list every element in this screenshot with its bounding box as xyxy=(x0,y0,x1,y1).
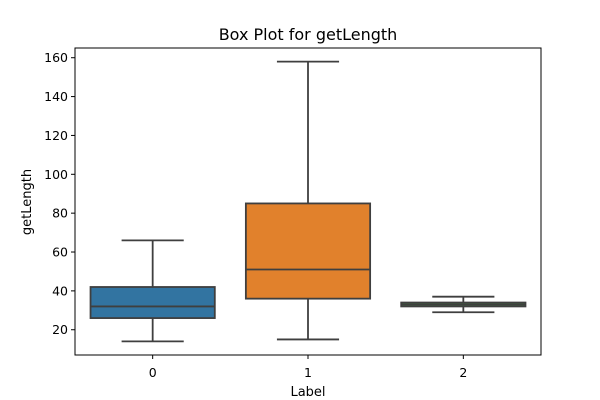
y-tick-label: 100 xyxy=(44,167,68,182)
iqr-box xyxy=(89,286,216,319)
y-tick-label: 120 xyxy=(44,128,68,143)
y-tick-label: 60 xyxy=(52,245,68,260)
iqr-box xyxy=(244,202,372,300)
x-axis-label: Label xyxy=(290,385,325,400)
x-tick-label: 1 xyxy=(304,365,312,380)
y-tick-label: 160 xyxy=(44,50,68,65)
box-group-2 xyxy=(400,295,527,314)
y-axis: 20 40 60 80 100 120 140 160 xyxy=(44,50,75,337)
box-group-1 xyxy=(244,60,372,341)
y-tick-label: 80 xyxy=(52,206,68,221)
y-tick-label: 20 xyxy=(52,322,68,337)
x-tick-label: 0 xyxy=(149,365,157,380)
x-axis: 0 1 2 xyxy=(149,355,467,380)
boxes-layer xyxy=(89,60,527,343)
chart-title: Box Plot for getLength xyxy=(219,25,398,44)
x-tick-label: 2 xyxy=(459,365,467,380)
y-tick-label: 40 xyxy=(52,283,68,298)
y-tick-label: 140 xyxy=(44,89,68,104)
box-group-0 xyxy=(89,239,216,343)
y-axis-label: getLength xyxy=(20,169,35,235)
